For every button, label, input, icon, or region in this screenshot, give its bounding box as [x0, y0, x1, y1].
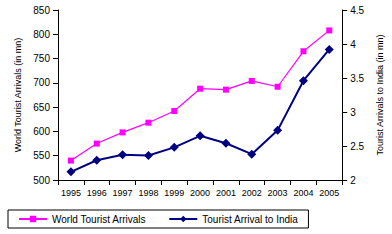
svg-text:2001: 2001 — [216, 188, 236, 198]
svg-text:500: 500 — [33, 175, 50, 186]
svg-text:1999: 1999 — [164, 188, 184, 198]
svg-text:World Tourist Arrivals: World Tourist Arrivals — [52, 214, 146, 225]
svg-text:1995: 1995 — [61, 188, 81, 198]
svg-text:3: 3 — [350, 107, 356, 118]
svg-text:1997: 1997 — [113, 188, 133, 198]
svg-text:800: 800 — [33, 29, 50, 40]
svg-text:3.5: 3.5 — [350, 73, 364, 84]
svg-text:2.5: 2.5 — [350, 141, 364, 152]
svg-text:2: 2 — [350, 175, 356, 186]
svg-text:700: 700 — [33, 77, 50, 88]
svg-text:1998: 1998 — [138, 188, 158, 198]
svg-text:2004: 2004 — [293, 188, 313, 198]
svg-text:650: 650 — [33, 102, 50, 113]
svg-text:550: 550 — [33, 150, 50, 161]
svg-text:850: 850 — [33, 5, 50, 16]
svg-text:Tourist Arrivals to India (in: Tourist Arrivals to India (in mn) — [375, 34, 385, 155]
svg-text:4.5: 4.5 — [350, 5, 364, 16]
svg-text:2002: 2002 — [242, 188, 262, 198]
svg-text:600: 600 — [33, 126, 50, 137]
svg-text:World Tourist Arrivals (in mn): World Tourist Arrivals (in mn) — [13, 38, 23, 153]
svg-text:2005: 2005 — [319, 188, 339, 198]
svg-text:750: 750 — [33, 53, 50, 64]
svg-text:4: 4 — [350, 39, 356, 50]
svg-text:Tourist Arrival to India: Tourist Arrival to India — [202, 214, 298, 225]
svg-text:2000: 2000 — [190, 188, 210, 198]
svg-text:1996: 1996 — [87, 188, 107, 198]
svg-text:2003: 2003 — [268, 188, 288, 198]
